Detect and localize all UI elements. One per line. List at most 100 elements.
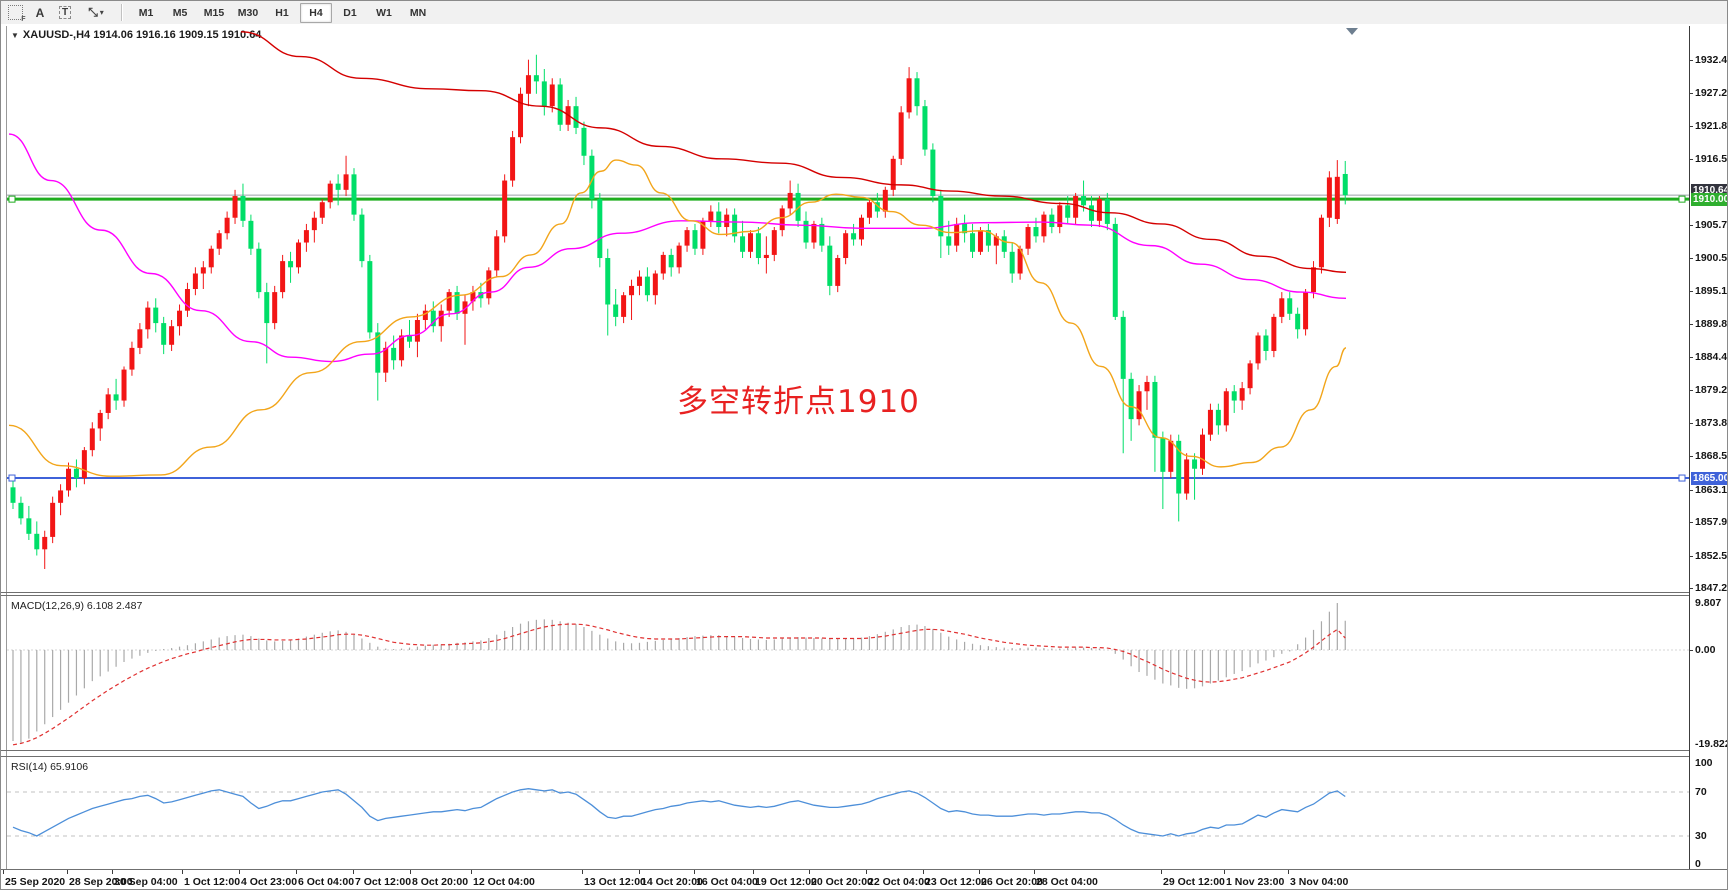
candle [311, 211, 317, 243]
candle [510, 130, 516, 187]
text-box-button[interactable]: T [54, 3, 76, 22]
candle [208, 245, 214, 274]
candle [533, 54, 539, 94]
price-axis-label: 1900.50 [1695, 252, 1728, 265]
candle [97, 409, 103, 441]
candle [240, 183, 246, 228]
price-axis[interactable] [1690, 24, 1727, 889]
candle [105, 388, 111, 420]
timeframe-button-h4[interactable]: H4 [300, 2, 332, 23]
chart-left-border [6, 26, 7, 889]
candle [668, 248, 674, 277]
candle [525, 59, 531, 107]
candle [597, 192, 603, 268]
candle [922, 99, 928, 156]
candle [272, 285, 278, 330]
candle [113, 378, 119, 410]
macd-panel[interactable] [7, 603, 1689, 746]
time-axis-tick [471, 870, 472, 874]
price-axis-tick [1689, 423, 1693, 425]
grid-properties-button[interactable]: F [4, 3, 26, 23]
candle [605, 248, 611, 336]
candle [740, 220, 746, 259]
chart-shift-marker-icon [1346, 28, 1358, 35]
time-axis-tick [582, 870, 583, 874]
candle [1160, 431, 1166, 510]
time-axis-tick [979, 870, 980, 874]
candle [66, 462, 72, 497]
candle [1263, 329, 1269, 361]
candle [1279, 292, 1285, 324]
candle [676, 242, 682, 274]
time-axis-label: 19 Oct 12:00 [755, 876, 817, 888]
main-panel[interactable] [7, 31, 1689, 587]
price-axis-label: 1921.80 [1695, 120, 1728, 132]
line-endpoint-marker [1678, 474, 1686, 482]
candle [613, 289, 619, 327]
candle [10, 481, 16, 510]
timeframe-button-m15[interactable]: M15 [203, 6, 225, 19]
candle [1303, 289, 1309, 336]
price-axis-label: 1852.50 [1695, 549, 1728, 562]
candle [335, 174, 341, 206]
rsi-panel[interactable] [7, 788, 1689, 837]
candle [153, 298, 159, 333]
toolbar: F A T ⤡ ▾ M1 M5 M15 M30 H1 H4 D1 W1 MN [1, 1, 1727, 25]
candle [438, 304, 444, 342]
macd-axis-zero: 0.00 [1695, 644, 1716, 656]
time-axis-label: 8 Oct 20:00 [412, 876, 469, 888]
dotted-grid-icon: F [7, 5, 26, 23]
cursor-tools-button[interactable]: ⤡ ▾ [79, 3, 113, 22]
text-label-button[interactable]: A [29, 3, 51, 22]
price-axis-label: 1847.25 [1695, 582, 1728, 595]
candle [367, 254, 373, 339]
macd-label: MACD(12,26,9) 6.108 2.487 [11, 600, 143, 612]
candle [446, 289, 452, 317]
candle [1049, 208, 1055, 234]
timeframe-button-w1[interactable]: W1 [376, 6, 392, 19]
price-axis-tick [1689, 456, 1693, 458]
chevron-down-icon: ▾ [99, 8, 104, 17]
candle [430, 301, 436, 333]
timeframe-button-m1[interactable]: M1 [138, 6, 154, 19]
timeframe-button-mn[interactable]: MN [409, 6, 427, 19]
candle [303, 223, 309, 252]
chart-canvas[interactable] [1, 24, 1728, 890]
candle [660, 251, 666, 280]
timeframe-button-m30[interactable]: M30 [237, 6, 259, 19]
candle [1231, 385, 1237, 413]
time-axis-label: 14 Oct 20:00 [641, 876, 703, 888]
candle [581, 121, 587, 166]
candle [906, 67, 912, 119]
candle [1073, 192, 1079, 224]
timeframe-button-d1[interactable]: D1 [343, 6, 357, 19]
candle [930, 143, 936, 203]
candle [851, 223, 857, 246]
price-axis-tick [1689, 588, 1693, 590]
time-axis-label: 12 Oct 04:00 [473, 876, 535, 888]
main-macd-separator[interactable] [1, 592, 1689, 593]
candle [787, 180, 793, 215]
chart-annotation-text[interactable]: 多空转折点1910 [677, 384, 920, 420]
price-axis-label: 1863.15 [1695, 483, 1728, 496]
time-axis-tick [753, 870, 754, 874]
candle [1295, 307, 1301, 339]
candle [898, 106, 904, 166]
candle [232, 189, 238, 224]
price-axis-label: 1905.75 [1695, 219, 1728, 232]
resistance-line-badge: 1910.00 [1691, 193, 1728, 207]
timeframe-button-m5[interactable]: M5 [172, 6, 188, 19]
time-axis[interactable]: 25 Sep 2020 28 Sep 20:00 30 Sep 04:00 1 Oct… [1, 869, 1727, 889]
timeframe-button-h1[interactable]: H1 [275, 6, 289, 19]
candle [1065, 196, 1071, 224]
macd-rsi-separator[interactable] [1, 750, 1689, 751]
candle [835, 254, 841, 293]
candle [1192, 453, 1198, 500]
candle [137, 323, 143, 355]
chart-area[interactable]: ▼ XAUUSD-,H4 1914.06 1916.16 1909.15 1910… [1, 24, 1728, 890]
candle [970, 223, 976, 259]
price-axis-tick [1689, 489, 1693, 491]
macd-axis-min: -19.822 [1695, 738, 1728, 750]
price-axis-tick [1689, 126, 1693, 127]
